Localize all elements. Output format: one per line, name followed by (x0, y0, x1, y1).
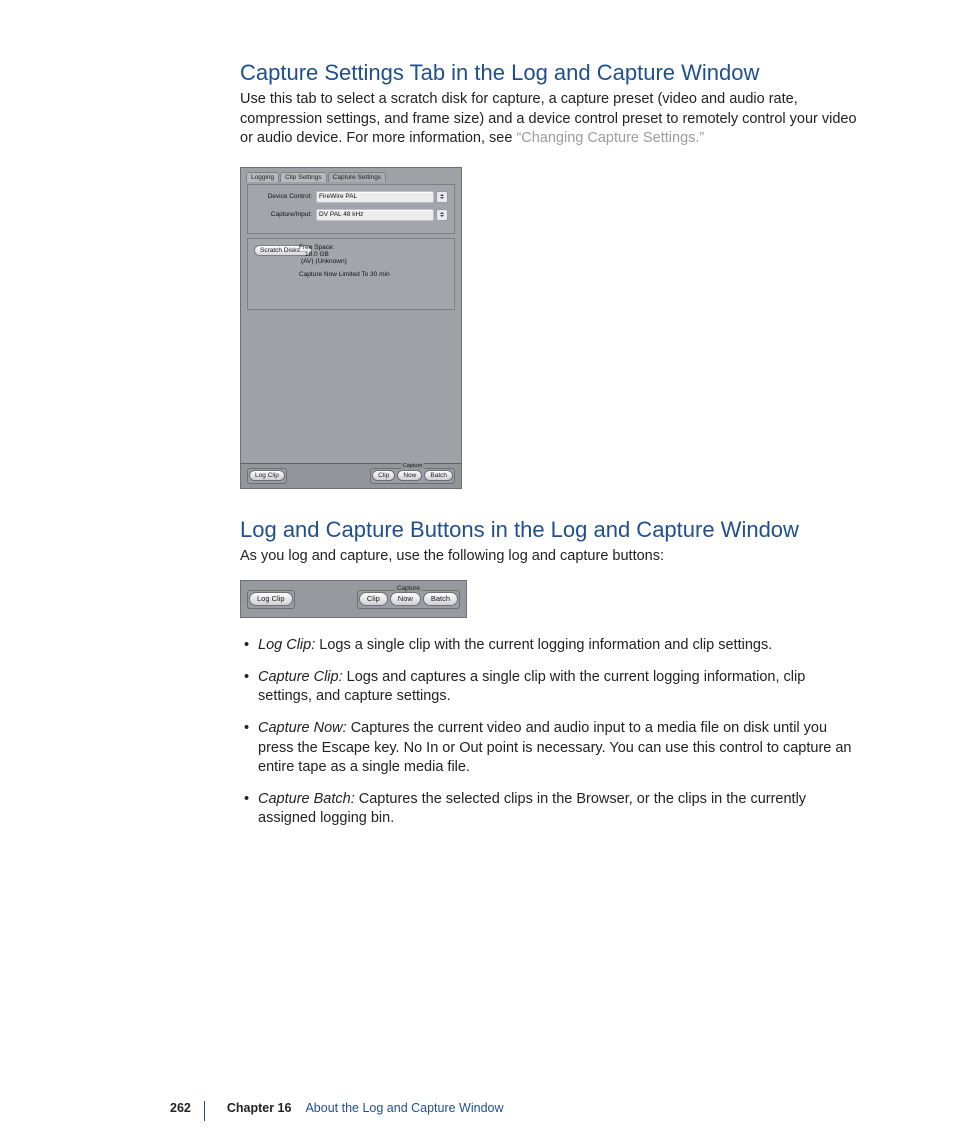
term-capture-now: Capture Now: (258, 720, 351, 736)
stepper-icon[interactable] (436, 191, 448, 203)
buttons-screenshot: Log Clip Capture Clip Now Batch (240, 580, 467, 618)
bullet-list: Log Clip: Logs a single clip with the cu… (240, 636, 860, 829)
log-clip-group-2: Log Clip (247, 590, 295, 609)
chapter-name: About the Log and Capture Window (305, 1101, 503, 1115)
free-space-av: (AV) (Unknown) (299, 258, 448, 265)
log-clip-button[interactable]: Log Clip (249, 592, 293, 606)
capture-group: Capture Clip Now Batch (370, 468, 455, 484)
free-space-block: Free Space: 18.0 GB (AV) (Unknown) (299, 244, 448, 265)
clip-button[interactable]: Clip (372, 470, 395, 481)
term-log-clip: Log Clip: (258, 637, 319, 653)
device-panel: Device Control: FireWire PAL Capture/Inp… (247, 184, 455, 234)
tabs-row: Logging Clip Settings Capture Settings (246, 172, 387, 182)
desc-log-clip: Logs a single clip with the current logg… (319, 637, 772, 653)
chapter-label: Chapter 16 (213, 1101, 306, 1115)
page-number: 262 (170, 1101, 213, 1115)
now-button[interactable]: Now (397, 470, 422, 481)
page-footer: 262 Chapter 16 About the Log and Capture… (130, 1101, 870, 1115)
tab-clip-settings[interactable]: Clip Settings (280, 172, 327, 182)
tab-logging[interactable]: Logging (246, 172, 279, 182)
bottom-button-bar: Log Clip Capture Clip Now Batch (241, 463, 461, 488)
capture-group-2: Capture Clip Now Batch (357, 590, 460, 609)
list-item: Log Clip: Logs a single clip with the cu… (240, 636, 860, 656)
section2-body: As you log and capture, use the followin… (240, 547, 860, 567)
list-item: Capture Now: Captures the current video … (240, 719, 860, 778)
capture-settings-screenshot: Logging Clip Settings Capture Settings D… (240, 167, 462, 489)
changing-capture-settings-link[interactable]: “Changing Capture Settings.” (516, 130, 704, 146)
capture-input-select[interactable]: DV PAL 48 kHz (316, 209, 434, 221)
log-clip-button[interactable]: Log Clip (249, 470, 285, 481)
scratch-panel: Scratch Disks… Free Space: 18.0 GB (AV) … (247, 238, 455, 310)
term-capture-clip: Capture Clip: (258, 669, 347, 685)
section1-heading: Capture Settings Tab in the Log and Capt… (240, 60, 860, 86)
list-item: Capture Clip: Logs and captures a single… (240, 668, 860, 707)
log-clip-group: Log Clip (247, 468, 287, 484)
capture-input-label: Capture/Input: (254, 211, 316, 218)
now-button[interactable]: Now (390, 592, 421, 606)
device-control-label: Device Control: (254, 193, 316, 200)
section1-body: Use this tab to select a scratch disk fo… (240, 90, 860, 149)
section2-heading: Log and Capture Buttons in the Log and C… (240, 517, 860, 543)
free-space-size: 18.0 GB (299, 251, 448, 258)
capture-group-label: Capture (401, 463, 425, 469)
batch-button[interactable]: Batch (424, 470, 453, 481)
bottom-button-bar-2: Log Clip Capture Clip Now Batch (241, 581, 466, 617)
stepper-icon[interactable] (436, 209, 448, 221)
term-capture-batch: Capture Batch: (258, 791, 359, 807)
batch-button[interactable]: Batch (423, 592, 458, 606)
tab-capture-settings[interactable]: Capture Settings (328, 172, 386, 182)
list-item: Capture Batch: Captures the selected cli… (240, 790, 860, 829)
free-space-heading: Free Space: (299, 244, 448, 251)
device-control-select[interactable]: FireWire PAL (316, 191, 434, 203)
capture-limit-text: Capture Now Limited To 30 min (299, 271, 448, 278)
clip-button[interactable]: Clip (359, 592, 388, 606)
capture-group-label: Capture (395, 585, 422, 592)
